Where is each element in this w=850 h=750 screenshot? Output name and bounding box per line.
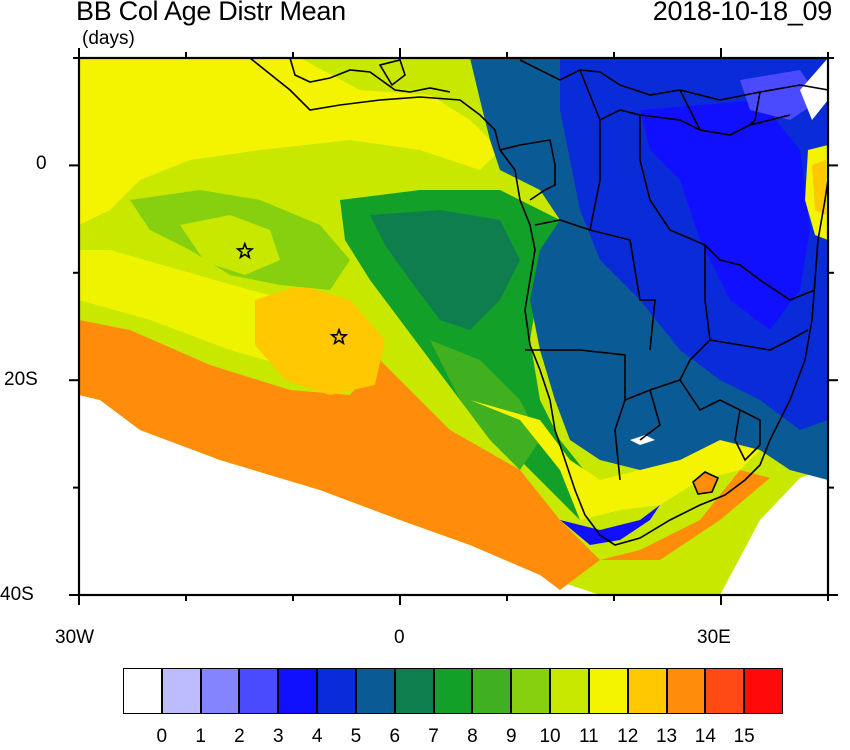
colorbar-swatch	[744, 668, 783, 714]
colorbar-label: 3	[272, 726, 284, 747]
x-tick-label-0: 30W	[55, 627, 95, 648]
colorbar-swatch	[278, 668, 318, 714]
markers	[235, 241, 349, 346]
colorbar-label: 15	[733, 726, 755, 747]
colorbar-swatch	[394, 668, 434, 714]
colorbar-label: 14	[694, 726, 716, 747]
units-label: (days)	[82, 28, 135, 49]
boundary-lines	[249, 58, 828, 546]
colorbar	[123, 668, 783, 714]
colorbar-swatch	[161, 668, 201, 714]
colorbar-label: 7	[428, 726, 439, 747]
colorbar-swatch	[123, 668, 162, 714]
colorbar-labels: 0 1 2 3 4 5 6 7 8 9 10 11 12 13 14 15	[0, 726, 850, 750]
colorbar-swatch	[355, 668, 395, 714]
colorbar-label: 5	[350, 726, 362, 747]
colorbar-label: 13	[655, 726, 678, 747]
colorbar-swatch	[550, 668, 589, 714]
colorbar-label: 0	[156, 726, 168, 747]
axis-ticks	[69, 48, 838, 605]
y-tick-label-1: 20S	[4, 369, 38, 390]
map-title: BB Col Age Distr Mean	[76, 0, 346, 26]
x-tick-label-2: 30E	[697, 627, 731, 648]
colorbar-label: 1	[195, 726, 206, 747]
colorbar-label: 4	[311, 726, 323, 747]
x-tick-label-1: 0	[394, 627, 405, 648]
colorbar-label: 12	[617, 726, 639, 747]
colorbar-swatch	[200, 668, 240, 714]
colorbar-swatch	[705, 668, 745, 714]
colorbar-swatch	[627, 668, 667, 714]
y-tick-label-2: 40S	[0, 584, 34, 605]
colorbar-label: 11	[579, 726, 599, 747]
colorbar-label: 10	[539, 726, 561, 747]
colorbar-swatch	[666, 668, 706, 714]
colorbar-swatch	[239, 668, 279, 714]
colorbar-swatch	[588, 668, 628, 714]
colorbar-swatch	[472, 668, 512, 714]
colorbar-swatch	[433, 668, 473, 714]
colorbar-swatch	[317, 668, 356, 714]
star-marker-1	[235, 241, 255, 260]
colorbar-label: 9	[505, 726, 517, 747]
age-field	[79, 58, 828, 595]
plot-frame	[77, 56, 830, 597]
timestamp-label: 2018-10-18_09	[652, 0, 833, 26]
colorbar-label: 2	[234, 726, 245, 747]
y-tick-label-0: 0	[36, 153, 47, 174]
colorbar-swatch	[511, 668, 551, 714]
colorbar-label: 8	[467, 726, 478, 747]
colorbar-label: 6	[389, 726, 401, 747]
star-marker-2	[329, 327, 349, 346]
